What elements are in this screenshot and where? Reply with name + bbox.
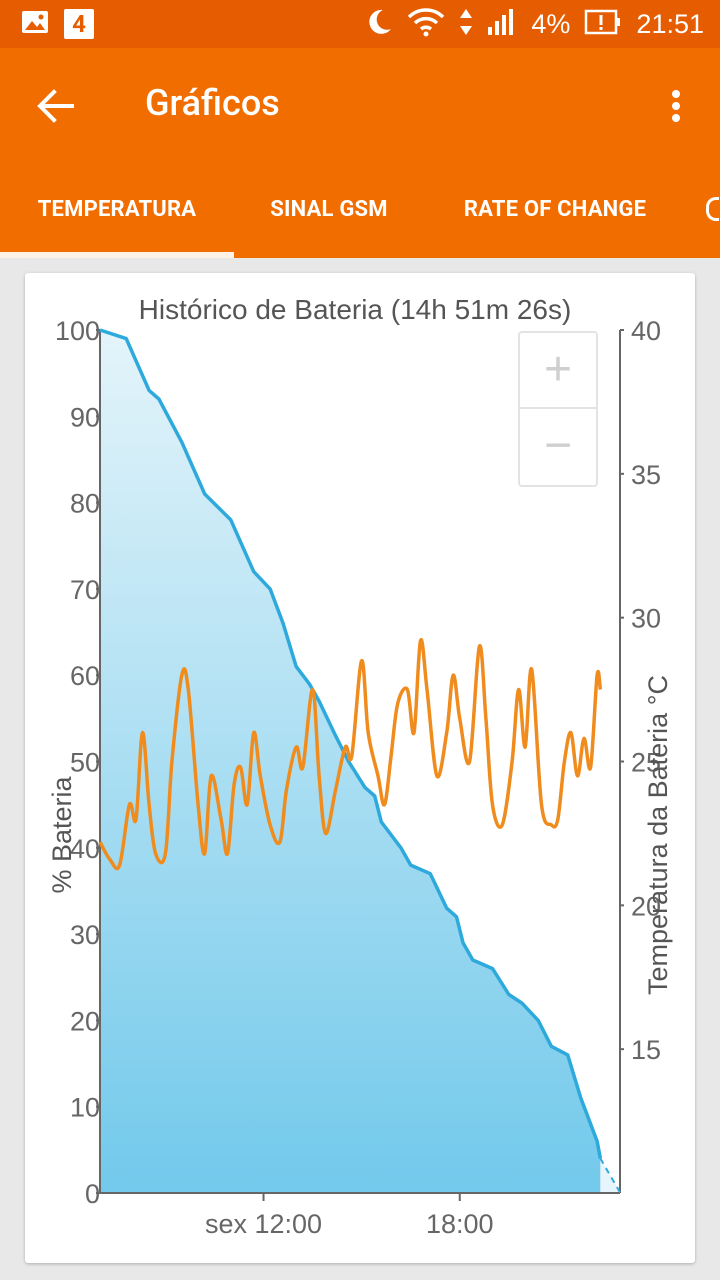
right-tick-label: 15: [631, 1035, 661, 1065]
x-tick-label: sex 12:00: [205, 1209, 322, 1239]
tab-bar: TEMPERATURA SINAL GSM RATE OF CHANGE: [0, 160, 720, 258]
cell-signal-icon: [487, 7, 517, 41]
zoom-in-icon: +: [544, 343, 572, 396]
left-tick-label: 60: [70, 661, 100, 691]
tab-next-partial[interactable]: [706, 160, 720, 258]
left-tick-label: 100: [55, 316, 100, 346]
right-tick-label: 20: [631, 891, 661, 921]
overflow-menu-button[interactable]: [664, 86, 688, 126]
left-tick-label: 0: [85, 1179, 100, 1209]
battery-projection-fill: [600, 1158, 621, 1193]
tab-rate-of-change[interactable]: RATE OF CHANGE: [463, 196, 647, 222]
zoom-controls: + −: [518, 331, 598, 487]
right-tick-label: 35: [631, 460, 661, 490]
more-vertical-icon: [672, 90, 680, 122]
right-tick-label: 40: [631, 316, 661, 346]
back-button[interactable]: [34, 86, 78, 126]
arrow-left-icon: [37, 89, 74, 123]
left-tick-label: 90: [70, 402, 100, 432]
left-tick-label: 30: [70, 920, 100, 950]
right-tick-label: 30: [631, 604, 661, 634]
data-transfer-icon: [459, 7, 473, 41]
left-tick-label: 10: [70, 1093, 100, 1123]
left-tick-label: 70: [70, 575, 100, 605]
notification-count-badge: 4: [64, 9, 94, 39]
image-notification-icon: [20, 7, 50, 41]
active-tab-indicator: [0, 252, 234, 258]
left-tick-label: 50: [70, 748, 100, 778]
left-axis-label: % Bateria: [47, 775, 77, 893]
app-bar: Gráficos: [0, 48, 720, 160]
battery-history-chart[interactable]: 0 10 20 30 40 50 60 70 80 90 100 15 20 25 30 35 40 sex 12…: [25, 273, 695, 1263]
battery-chart-card: 0 10 20 30 40 50 60 70 80 90 100 15 20 25 30 35 40 sex 12…: [25, 273, 695, 1263]
left-tick-label: 80: [70, 489, 100, 519]
x-tick-label: 18:00: [426, 1209, 494, 1239]
wifi-icon: [407, 7, 445, 41]
battery-area-fill: [100, 330, 601, 1193]
left-tick-label: 40: [70, 834, 100, 864]
page-title: Gráficos: [145, 82, 280, 124]
battery-percent-text: 4%: [531, 8, 571, 39]
chart-title: Histórico de Bateria (14h 51m 26s): [139, 294, 572, 325]
clock-text: 21:51: [636, 8, 704, 39]
tab-sinal-gsm[interactable]: SINAL GSM: [270, 196, 388, 222]
left-tick-label: 20: [70, 1006, 100, 1036]
temperature-line: [98, 638, 603, 871]
battery-projection-line: [599, 1157, 622, 1194]
right-tick-label: 25: [631, 748, 661, 778]
do-not-disturb-moon-icon: [365, 7, 393, 41]
tab-temperatura[interactable]: TEMPERATURA: [37, 196, 197, 222]
right-axis-label: Temperatura da Bateria °C: [643, 675, 673, 995]
status-bar: 4 4% 21:51: [0, 0, 720, 48]
zoom-out-icon: −: [544, 419, 572, 472]
battery-alert-icon: [584, 7, 622, 41]
